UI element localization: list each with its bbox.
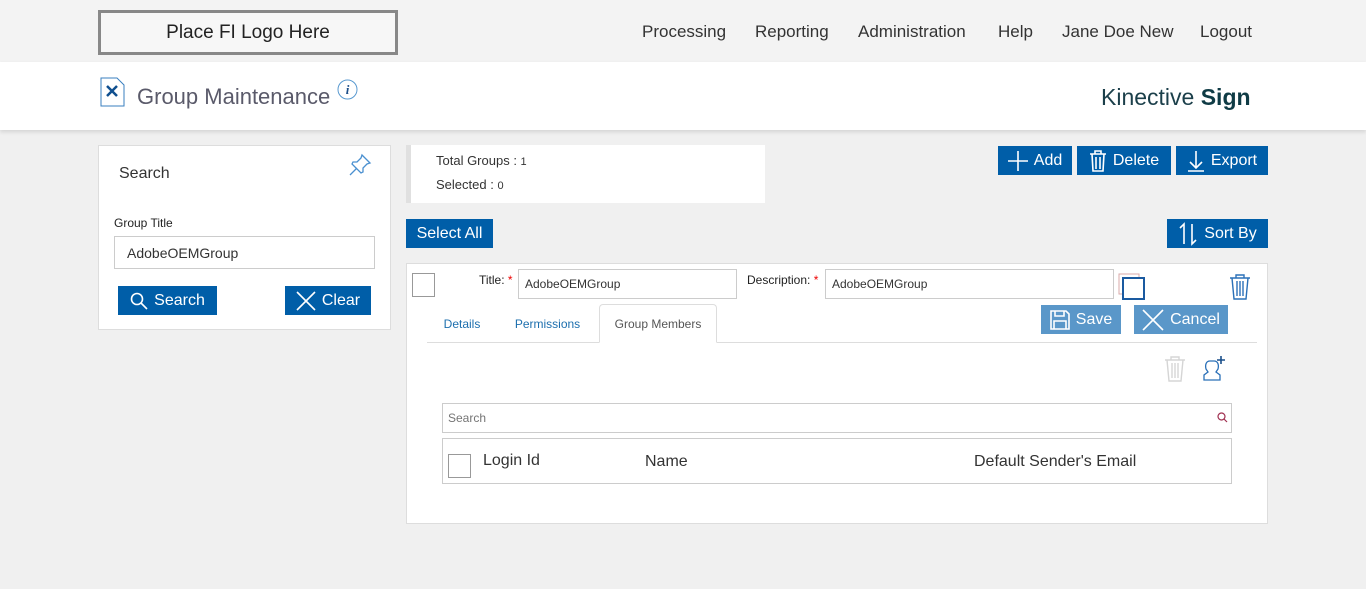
save-button[interactable]: Save <box>1041 305 1121 334</box>
download-icon <box>1187 150 1204 172</box>
page-header <box>0 62 1366 130</box>
members-search-input[interactable] <box>442 403 1232 433</box>
plus-icon <box>1007 150 1028 171</box>
clear-button[interactable]: Clear <box>285 286 371 315</box>
remove-member-icon[interactable] <box>1163 355 1187 383</box>
group-title-label: Group Title <box>114 216 173 230</box>
svg-text:i: i <box>346 82 350 97</box>
nav-processing[interactable]: Processing <box>642 22 727 41</box>
nav-reporting[interactable]: Reporting <box>755 22 829 41</box>
nav-help[interactable]: Help <box>998 22 1033 41</box>
tabs-divider <box>427 342 1257 343</box>
column-name[interactable]: Name <box>645 453 688 470</box>
select-all-button[interactable]: Select All <box>406 219 493 248</box>
search-icon <box>130 292 148 310</box>
group-card <box>406 263 1268 524</box>
close-icon <box>296 290 316 311</box>
cancel-button[interactable]: Cancel <box>1134 305 1228 334</box>
search-icon[interactable] <box>1217 412 1228 423</box>
group-title-input[interactable] <box>518 269 737 299</box>
nav-user[interactable]: Jane Doe New <box>1062 22 1174 41</box>
logo-placeholder: Place FI Logo Here <box>98 10 398 55</box>
column-default-sender-email[interactable]: Default Sender's Email <box>974 453 1137 470</box>
search-button[interactable]: Search <box>118 286 217 315</box>
copy-icon[interactable] <box>1118 273 1146 301</box>
add-member-icon[interactable] <box>1202 355 1228 383</box>
close-icon <box>1142 308 1164 331</box>
export-button[interactable]: Export <box>1176 146 1268 175</box>
trash-icon <box>1089 149 1106 172</box>
members-table-header <box>442 438 1232 484</box>
group-description-input[interactable] <box>825 269 1114 299</box>
title-label: Title: * <box>479 273 513 287</box>
document-tools-icon <box>100 77 125 107</box>
search-panel-title: Search <box>119 165 170 182</box>
total-groups: Total Groups : 1 <box>436 153 527 168</box>
add-button[interactable]: Add <box>998 146 1072 175</box>
pin-icon[interactable] <box>348 153 372 177</box>
select-all-members-checkbox[interactable] <box>448 454 471 478</box>
sort-icon <box>1179 221 1197 246</box>
groups-summary <box>406 145 765 203</box>
nav-administration[interactable]: Administration <box>858 22 966 41</box>
tab-group-members[interactable]: Group Members <box>599 304 717 343</box>
delete-button[interactable]: Delete <box>1077 146 1171 175</box>
group-select-checkbox[interactable] <box>412 273 435 297</box>
nav-logout[interactable]: Logout <box>1200 22 1252 41</box>
group-title-search-input[interactable] <box>114 236 375 269</box>
info-icon[interactable]: i <box>337 79 358 100</box>
sort-by-button[interactable]: Sort By <box>1167 219 1268 248</box>
selected-count: Selected : 0 <box>436 177 504 192</box>
description-label: Description: * <box>747 273 819 287</box>
page-title: Group Maintenance <box>137 84 331 109</box>
brand-logo: Kinective Sign <box>1101 84 1251 110</box>
delete-group-icon[interactable] <box>1228 273 1252 301</box>
tab-permissions[interactable]: Permissions <box>514 316 581 331</box>
column-login-id[interactable]: Login Id <box>483 452 540 469</box>
tab-details[interactable]: Details <box>443 316 481 331</box>
save-icon <box>1049 309 1070 330</box>
